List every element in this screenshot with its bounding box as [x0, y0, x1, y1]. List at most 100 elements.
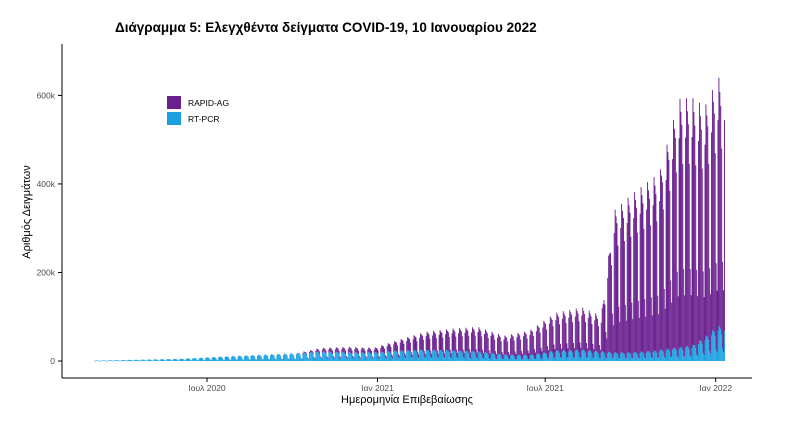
bar-rapid-ag	[329, 347, 331, 352]
bar-rt-pcr	[625, 358, 627, 361]
bar-rt-pcr	[341, 353, 343, 361]
bar-rapid-ag	[434, 332, 435, 351]
bar-rapid-ag	[362, 348, 364, 353]
bar-rt-pcr	[162, 359, 164, 361]
bar-rt-pcr	[147, 359, 149, 361]
bar-rt-pcr	[399, 351, 401, 361]
bar-rt-pcr	[340, 358, 342, 361]
bar-rt-pcr	[108, 360, 110, 361]
bar-rt-pcr	[521, 358, 523, 361]
bar-rt-pcr	[562, 350, 564, 361]
bar-rt-pcr	[626, 353, 628, 361]
bar-rapid-ag	[623, 217, 624, 354]
bar-rapid-ag	[537, 326, 539, 354]
bar-rapid-ag	[317, 349, 319, 353]
bar-rt-pcr	[247, 356, 249, 361]
bar-rt-pcr	[398, 358, 400, 361]
bar-rapid-ag	[720, 106, 722, 330]
bar-rapid-ag	[652, 205, 654, 353]
bar-rt-pcr	[617, 354, 619, 361]
bar-rt-pcr	[606, 358, 608, 361]
bar-rt-pcr	[419, 351, 421, 361]
bar-rapid-ag	[524, 332, 526, 356]
bar-rapid-ag	[675, 172, 677, 351]
bar-rt-pcr	[634, 352, 636, 361]
bar-rt-pcr	[603, 352, 605, 361]
bar-rt-pcr	[652, 352, 654, 361]
bar-rt-pcr	[660, 349, 661, 361]
bar-rt-pcr	[107, 360, 109, 361]
bar-rapid-ag	[562, 311, 564, 351]
bar-rt-pcr	[563, 350, 565, 361]
bar-rt-pcr	[121, 359, 123, 361]
bar-rapid-ag	[579, 342, 581, 357]
bar-rt-pcr	[263, 355, 265, 361]
bar-rt-pcr	[292, 353, 294, 361]
bar-rt-pcr	[208, 358, 210, 361]
bar-rt-pcr	[444, 358, 446, 361]
bar-rt-pcr	[585, 352, 586, 361]
bar-rt-pcr	[565, 352, 567, 361]
bar-rapid-ag	[561, 318, 563, 352]
bar-rt-pcr	[331, 352, 333, 361]
bar-rapid-ag	[616, 223, 618, 354]
bar-rapid-ag	[446, 329, 447, 350]
bar-rapid-ag	[346, 356, 347, 358]
bar-rt-pcr	[401, 350, 403, 361]
bar-rt-pcr	[697, 356, 699, 361]
bar-rapid-ag	[634, 192, 636, 353]
bar-rt-pcr	[436, 357, 438, 361]
bar-rt-pcr	[598, 353, 599, 361]
bar-rapid-ag	[669, 190, 671, 352]
bar-rt-pcr	[467, 351, 469, 361]
bar-rt-pcr	[445, 351, 447, 361]
bar-rt-pcr	[311, 352, 313, 361]
bar-rapid-ag	[682, 164, 684, 351]
bar-rt-pcr	[689, 355, 691, 361]
bar-rapid-ag	[592, 343, 594, 358]
bar-rapid-ag	[679, 98, 681, 347]
bar-rapid-ag	[374, 347, 376, 353]
bar-rapid-ag	[624, 304, 626, 358]
bar-rt-pcr	[375, 352, 377, 361]
bar-rt-pcr	[258, 355, 260, 361]
bar-rt-pcr	[669, 351, 671, 361]
bar-rapid-ag	[501, 351, 503, 359]
bar-rt-pcr	[280, 355, 282, 361]
bar-rapid-ag	[364, 350, 366, 355]
bar-rt-pcr	[153, 359, 155, 361]
bar-rt-pcr	[358, 354, 359, 361]
bar-rt-pcr	[668, 349, 670, 361]
bar-rt-pcr	[535, 359, 536, 361]
bar-rt-pcr	[282, 359, 283, 361]
bar-rt-pcr	[575, 349, 577, 361]
x-tick-label: Ιουλ 2020	[188, 383, 226, 393]
bar-rt-pcr	[599, 358, 601, 361]
bar-rapid-ag	[625, 320, 627, 359]
bar-rt-pcr	[148, 359, 150, 361]
bar-rt-pcr	[106, 360, 108, 362]
bar-rapid-ag	[325, 350, 327, 354]
bar-rt-pcr	[106, 360, 107, 362]
bar-rt-pcr	[309, 352, 311, 361]
bar-rt-pcr	[712, 331, 714, 361]
bar-rt-pcr	[591, 353, 593, 361]
bar-rapid-ag	[398, 355, 400, 359]
bar-rapid-ag	[462, 349, 464, 358]
bar-rt-pcr	[396, 351, 397, 361]
bar-rapid-ag	[603, 300, 605, 353]
bar-rapid-ag	[517, 332, 519, 355]
bar-rt-pcr	[327, 358, 329, 361]
bar-rt-pcr	[297, 353, 299, 361]
bar-rapid-ag	[590, 316, 592, 352]
bar-rt-pcr	[245, 355, 247, 361]
bar-rapid-ag	[396, 345, 398, 354]
bar-rapid-ag	[596, 316, 598, 352]
bar-rt-pcr	[225, 356, 227, 361]
bar-rt-pcr	[154, 359, 156, 361]
bar-rt-pcr	[371, 354, 372, 361]
bar-rt-pcr	[549, 351, 551, 361]
bar-rapid-ag	[585, 322, 586, 353]
bar-rt-pcr	[294, 358, 296, 361]
bar-rt-pcr	[664, 358, 666, 361]
